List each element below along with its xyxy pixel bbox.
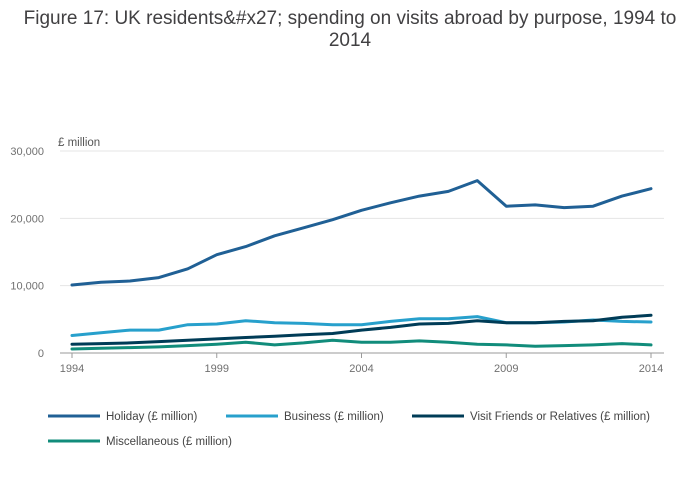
series-line-0 <box>70 179 653 287</box>
legend-label: Business (£ million) <box>284 411 384 423</box>
y-tick-label: 30,000 <box>10 146 44 158</box>
legend-label: Visit Friends or Relatives (£ million) <box>470 411 650 423</box>
x-tick-label: 2004 <box>349 363 373 375</box>
series-line-1 <box>70 315 653 337</box>
series-lines <box>70 179 653 351</box>
y-axis-label: £ million <box>58 137 100 149</box>
series-line-2 <box>70 313 653 346</box>
series-line-3 <box>70 338 653 351</box>
x-tick-label: 1999 <box>205 363 229 375</box>
x-tick-label: 2014 <box>639 363 663 375</box>
y-tick-label: 0 <box>38 348 44 360</box>
legend-label: Holiday (£ million) <box>106 411 198 423</box>
chart-title: Figure 17: UK residents&#x27; spending o… <box>23 8 677 51</box>
x-tick-label: 2009 <box>494 363 518 375</box>
y-axis-ticks: 0 10,000 20,000 30,000 <box>10 146 44 360</box>
x-tick-label: 1994 <box>60 363 84 375</box>
legend: Holiday (£ million) Business (£ million) V… <box>48 411 650 448</box>
x-axis-ticks: 1994 1999 2004 2009 2014 <box>60 353 663 375</box>
y-tick-label: 20,000 <box>10 213 44 225</box>
y-tick-label: 10,000 <box>10 281 44 293</box>
legend-label: Miscellaneous (£ million) <box>106 436 232 448</box>
